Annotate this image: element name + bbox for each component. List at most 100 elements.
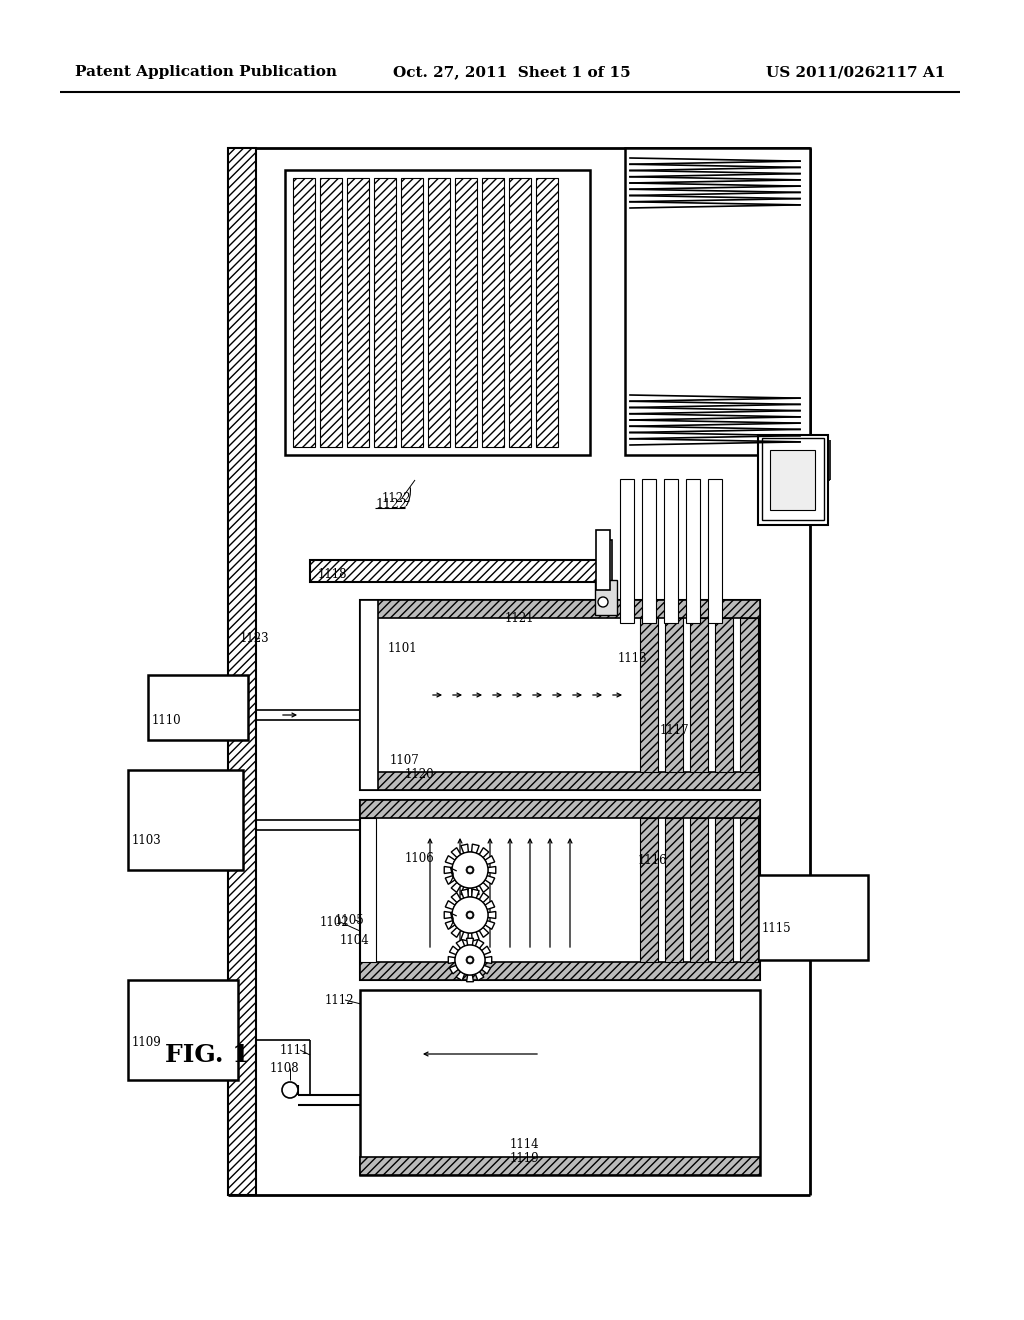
Polygon shape [444, 912, 453, 919]
Polygon shape [479, 847, 488, 858]
Polygon shape [452, 883, 461, 892]
Polygon shape [461, 887, 468, 896]
Polygon shape [467, 939, 473, 945]
Polygon shape [479, 892, 488, 903]
Text: 1101: 1101 [388, 642, 418, 655]
Bar [509, 178, 531, 447]
Polygon shape [487, 912, 496, 919]
Bar [428, 178, 450, 447]
Bar [360, 990, 760, 1175]
Circle shape [452, 851, 488, 888]
Bar [625, 148, 810, 455]
Bar [401, 178, 423, 447]
Bar [595, 579, 617, 615]
Bar [770, 450, 815, 510]
Circle shape [466, 866, 474, 874]
Bar [374, 178, 396, 447]
Polygon shape [452, 892, 461, 903]
Bar [642, 479, 656, 623]
Polygon shape [485, 920, 495, 929]
Text: US 2011/0262117 A1: US 2011/0262117 A1 [766, 65, 945, 79]
Bar [620, 479, 634, 623]
Bar [310, 560, 600, 582]
Text: 1114: 1114 [510, 1138, 540, 1151]
Text: 1119: 1119 [510, 1151, 540, 1164]
Polygon shape [461, 890, 468, 898]
Bar [536, 178, 558, 447]
Polygon shape [487, 866, 496, 874]
Text: Oct. 27, 2011  Sheet 1 of 15: Oct. 27, 2011 Sheet 1 of 15 [393, 65, 631, 79]
Bar [360, 962, 760, 979]
Polygon shape [450, 946, 459, 954]
Bar [128, 979, 238, 1080]
Text: 1122: 1122 [375, 499, 407, 511]
Bar [640, 818, 658, 962]
Bar [360, 1158, 760, 1175]
Polygon shape [479, 883, 488, 892]
Bar [360, 772, 760, 789]
Polygon shape [472, 887, 479, 896]
Bar [715, 818, 733, 962]
Text: FIG. 1: FIG. 1 [165, 1043, 250, 1067]
Bar [128, 770, 243, 870]
Bar [293, 178, 315, 447]
Polygon shape [461, 843, 468, 853]
Bar [640, 618, 658, 772]
Circle shape [455, 945, 485, 975]
Text: 1115: 1115 [762, 921, 792, 935]
Circle shape [468, 958, 472, 962]
Polygon shape [445, 875, 455, 884]
Bar [360, 818, 376, 962]
Text: 1105: 1105 [335, 913, 365, 927]
Bar [455, 178, 477, 447]
Text: 1107: 1107 [390, 754, 420, 767]
Circle shape [468, 869, 472, 873]
Text: 1120: 1120 [406, 768, 434, 781]
Circle shape [455, 945, 485, 975]
Circle shape [466, 956, 474, 964]
Polygon shape [485, 900, 495, 909]
Bar [482, 178, 504, 447]
Bar [319, 178, 342, 447]
Text: 1122: 1122 [382, 491, 412, 504]
Polygon shape [461, 932, 468, 941]
Bar [686, 479, 700, 623]
Bar [347, 178, 369, 447]
Polygon shape [456, 972, 465, 981]
Polygon shape [479, 928, 488, 937]
Bar [360, 601, 378, 789]
Text: 1116: 1116 [638, 854, 668, 866]
Bar [740, 618, 758, 772]
Polygon shape [444, 866, 453, 874]
Polygon shape [445, 900, 455, 909]
Text: Patent Application Publication: Patent Application Publication [75, 65, 337, 79]
Text: 1102: 1102 [319, 916, 349, 928]
Polygon shape [449, 957, 456, 964]
Circle shape [466, 911, 474, 919]
Text: 1103: 1103 [132, 833, 162, 846]
Bar [360, 800, 760, 818]
Circle shape [598, 597, 608, 607]
Bar [285, 170, 590, 455]
Bar [715, 618, 733, 772]
Bar [148, 675, 248, 741]
Polygon shape [452, 928, 461, 937]
Text: 1108: 1108 [270, 1061, 300, 1074]
Bar [360, 601, 760, 789]
Polygon shape [481, 946, 490, 954]
Text: 1111: 1111 [280, 1044, 309, 1056]
Text: 1121: 1121 [505, 611, 535, 624]
Polygon shape [475, 972, 484, 981]
Bar [360, 601, 760, 618]
Text: 1117: 1117 [660, 723, 689, 737]
Bar [664, 479, 678, 623]
Bar [600, 540, 612, 595]
Bar [758, 875, 868, 960]
Bar [665, 818, 683, 962]
Polygon shape [485, 875, 495, 884]
Circle shape [452, 851, 488, 888]
Polygon shape [475, 940, 484, 948]
Polygon shape [484, 957, 492, 964]
Polygon shape [467, 974, 473, 982]
Text: 1110: 1110 [152, 714, 181, 726]
